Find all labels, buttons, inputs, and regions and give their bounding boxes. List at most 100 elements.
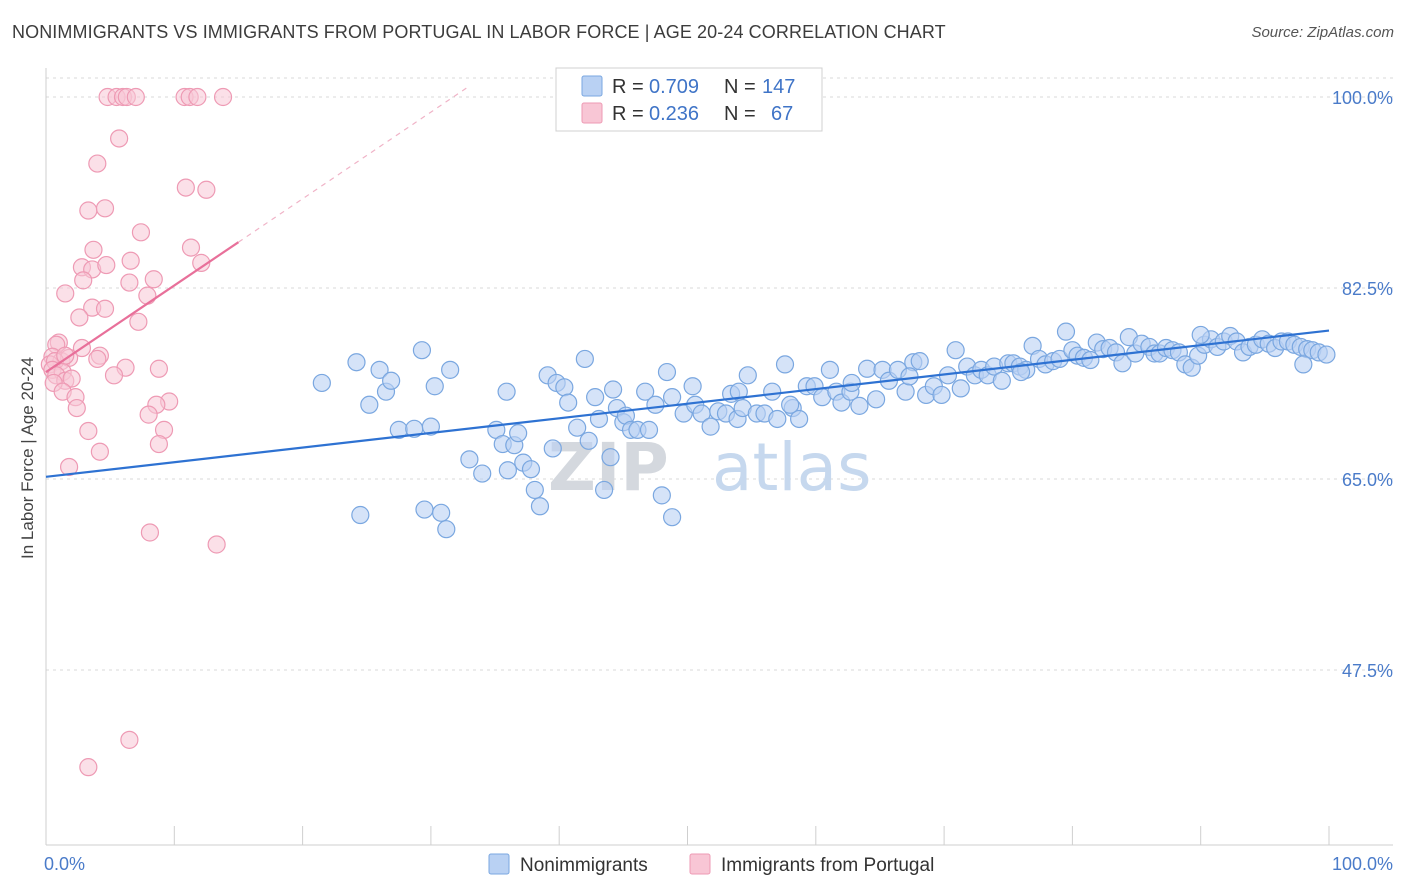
data-point-portugal	[192, 253, 211, 272]
data-point-portugal	[95, 199, 115, 218]
data-point-portugal	[95, 299, 115, 318]
data-point-portugal	[197, 180, 216, 199]
data-point-portugal	[88, 154, 107, 173]
y-tick-label: 82.5%	[1342, 279, 1393, 299]
data-point-nonimmigrants	[657, 362, 677, 382]
data-point-portugal	[97, 255, 116, 275]
data-point-nonimmigrants	[425, 377, 444, 396]
data-point-portugal	[67, 398, 86, 418]
data-point-nonimmigrants	[595, 480, 614, 500]
data-point-nonimmigrants	[1056, 322, 1076, 341]
data-point-portugal	[79, 758, 98, 777]
bottom-legend-label-nonimmigrants: Nonimmigrants	[520, 855, 648, 876]
axes	[45, 68, 1393, 846]
data-point-portugal	[129, 312, 148, 331]
data-point-nonimmigrants	[842, 373, 861, 393]
chart-title: NONIMMIGRANTS VS IMMIGRANTS FROM PORTUGA…	[12, 22, 946, 42]
data-point-nonimmigrants	[850, 396, 869, 415]
data-point-nonimmigrants	[586, 388, 605, 407]
data-point-nonimmigrants	[347, 353, 366, 372]
trend-lines	[45, 85, 1330, 478]
data-point-nonimmigrants	[312, 373, 331, 393]
data-point-nonimmigrants	[497, 382, 516, 401]
data-point-portugal	[120, 730, 139, 749]
legend-swatch-blue	[581, 75, 603, 97]
x-tick-label: 100.0%	[1332, 854, 1393, 874]
data-point-nonimmigrants	[601, 448, 620, 467]
data-point-portugal	[140, 523, 160, 542]
data-point-nonimmigrants	[543, 439, 562, 458]
data-point-nonimmigrants	[946, 341, 965, 360]
data-point-nonimmigrants	[1317, 345, 1336, 364]
legend-n-label-2: N =	[724, 103, 756, 125]
series-immigrants-from-portugal	[40, 87, 233, 777]
data-point-nonimmigrants	[441, 360, 460, 379]
data-point-portugal	[213, 87, 233, 107]
bottom-legend-swatch-nonimmigrants	[488, 853, 510, 875]
y-tick-label: 47.5%	[1342, 661, 1393, 681]
data-point-nonimmigrants	[932, 385, 951, 405]
data-point-portugal	[144, 270, 163, 289]
trend-line-portugal	[45, 241, 240, 373]
data-point-nonimmigrants	[521, 460, 541, 479]
data-point-nonimmigrants	[701, 417, 720, 436]
data-point-portugal	[207, 535, 226, 554]
data-point-nonimmigrants	[382, 371, 401, 390]
data-point-nonimmigrants	[768, 409, 787, 429]
data-point-nonimmigrants	[360, 395, 379, 414]
data-point-nonimmigrants	[1294, 355, 1313, 374]
data-point-nonimmigrants	[559, 393, 578, 412]
x-tick-label: 0.0%	[44, 854, 85, 874]
data-point-portugal	[59, 457, 79, 477]
data-point-nonimmigrants	[652, 486, 671, 505]
data-point-nonimmigrants	[437, 520, 456, 539]
data-point-portugal	[149, 434, 169, 454]
data-point-portugal	[84, 240, 103, 259]
data-point-nonimmigrants	[473, 464, 492, 483]
data-point-nonimmigrants	[603, 380, 623, 399]
data-point-nonimmigrants	[460, 450, 479, 469]
data-point-nonimmigrants	[525, 480, 544, 500]
trend-line-nonimmigrants	[45, 329, 1330, 478]
data-point-nonimmigrants	[370, 360, 389, 379]
data-point-portugal	[104, 366, 124, 385]
source-label: Source: ZipAtlas.com	[1251, 24, 1394, 41]
data-point-nonimmigrants	[636, 382, 655, 401]
legend-r-label-1: R =	[612, 76, 644, 98]
data-point-nonimmigrants	[432, 503, 451, 522]
legend-r-value-2: 0.236	[649, 103, 699, 125]
data-point-nonimmigrants	[1011, 362, 1031, 382]
data-point-nonimmigrants	[1081, 350, 1100, 370]
data-point-portugal	[62, 369, 81, 388]
data-point-portugal	[79, 421, 98, 441]
legend-n-value-1: 147	[762, 76, 795, 98]
data-point-nonimmigrants	[867, 390, 886, 409]
data-point-nonimmigrants	[575, 349, 594, 369]
legend-n-label-1: N =	[724, 76, 756, 98]
data-point-nonimmigrants	[738, 366, 757, 385]
y-tick-labels: 47.5% 65.0% 82.5% 100.0%	[1332, 88, 1393, 681]
data-point-nonimmigrants	[729, 382, 748, 401]
data-point-nonimmigrants	[530, 497, 550, 516]
data-point-nonimmigrants	[412, 341, 432, 360]
data-point-portugal	[70, 308, 89, 327]
data-point-nonimmigrants	[781, 395, 800, 414]
trend-line-portugal-extension	[238, 85, 470, 243]
legend-n-value-2: 67	[771, 103, 793, 125]
bottom-legend-label-portugal: Immigrants from Portugal	[721, 855, 934, 876]
data-point-nonimmigrants	[415, 500, 434, 519]
legend-swatch-pink	[581, 102, 603, 124]
data-point-portugal	[188, 87, 207, 107]
data-point-portugal	[56, 284, 75, 303]
data-point-portugal	[121, 251, 140, 270]
data-point-portugal	[74, 271, 93, 290]
data-point-nonimmigrants	[858, 359, 877, 378]
legend-r-label-2: R =	[612, 103, 644, 125]
data-point-nonimmigrants	[775, 355, 795, 374]
data-point-nonimmigrants	[910, 352, 929, 371]
data-point-nonimmigrants	[896, 382, 915, 401]
data-point-nonimmigrants	[900, 367, 919, 386]
data-point-nonimmigrants	[421, 417, 440, 436]
data-point-nonimmigrants	[663, 388, 682, 407]
data-point-portugal	[110, 129, 129, 148]
